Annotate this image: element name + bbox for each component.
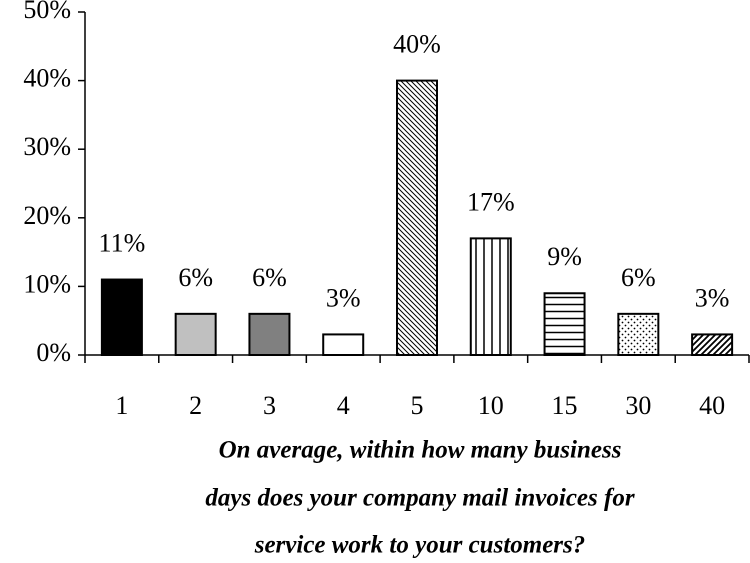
x-tick-label: 3 [263, 391, 276, 420]
bar [543, 292, 586, 357]
bar [322, 333, 365, 357]
y-tick-label: 50% [23, 0, 71, 24]
x-tick-label: 10 [478, 391, 504, 420]
data-label: 17% [467, 187, 515, 216]
x-axis-label: On average, within how many business [219, 437, 622, 464]
x-tick-label: 15 [552, 391, 578, 420]
data-label: 11% [99, 229, 146, 258]
x-tick-label: 4 [337, 391, 350, 420]
x-tick-label: 30 [625, 391, 651, 420]
data-label: 40% [393, 30, 441, 59]
x-axis-label: days does your company mail invoices for [205, 485, 634, 512]
bar [248, 312, 291, 356]
data-label: 6% [252, 263, 287, 292]
data-label: 9% [547, 242, 582, 271]
bar [469, 237, 512, 357]
bar [396, 79, 438, 356]
bar [100, 278, 143, 357]
x-tick-label: 40 [699, 391, 725, 420]
y-tick-label: 10% [23, 269, 71, 298]
data-label: 6% [178, 263, 213, 292]
y-tick-label: 20% [23, 201, 71, 230]
bar [174, 312, 217, 356]
x-axis-label: service work to your customers? [254, 532, 586, 559]
data-label: 3% [695, 283, 730, 312]
bar [691, 333, 734, 357]
x-tick-label: 2 [189, 391, 202, 420]
data-label: 3% [326, 283, 361, 312]
data-label: 6% [621, 263, 656, 292]
y-tick-label: 30% [23, 132, 71, 161]
bar [617, 312, 660, 356]
y-tick-label: 0% [36, 338, 71, 367]
x-tick-label: 1 [115, 391, 128, 420]
y-tick-label: 40% [23, 64, 71, 93]
x-tick-label: 5 [411, 391, 424, 420]
